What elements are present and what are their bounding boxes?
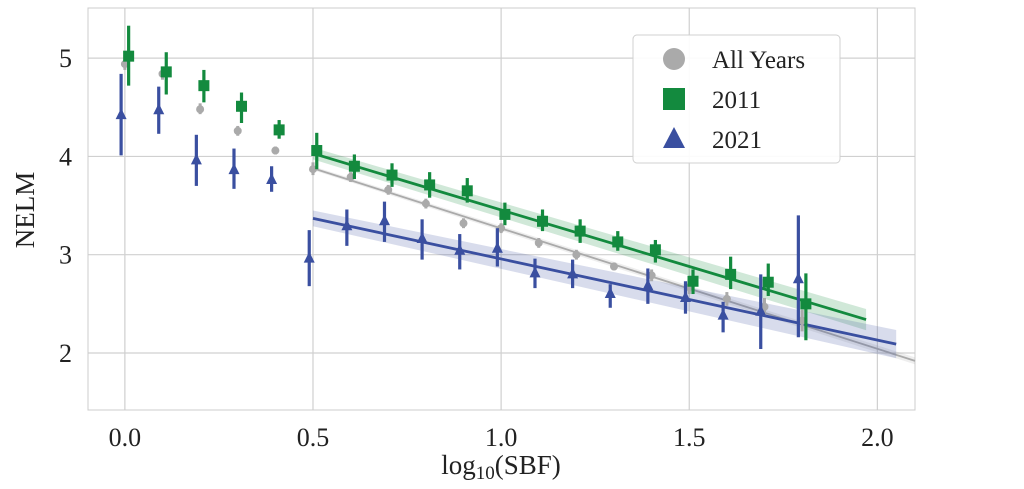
y-tick-label: 4	[59, 142, 72, 171]
data-point	[612, 236, 624, 248]
data-point	[537, 215, 549, 227]
data-point	[308, 165, 317, 174]
data-point	[115, 108, 127, 120]
regression-line	[312, 152, 867, 321]
legend-marker-square-icon	[663, 88, 685, 110]
data-point	[228, 163, 240, 175]
legend-box	[632, 34, 841, 164]
x-tick-label: 2.0	[861, 423, 894, 452]
y-axis-label: NELM	[10, 172, 40, 249]
data-point	[755, 304, 767, 316]
data-point	[499, 208, 511, 220]
x-tick-label: 0.5	[297, 423, 330, 452]
data-point	[534, 238, 543, 247]
x-axis-label: log10(SBF)	[441, 450, 561, 484]
legend-label: All Years	[712, 47, 805, 74]
confidence-band	[312, 147, 867, 331]
data-point	[348, 160, 360, 172]
data-point	[153, 103, 165, 115]
data-point	[604, 287, 616, 299]
data-point	[378, 214, 390, 226]
data-point	[679, 290, 691, 302]
data-points	[115, 25, 812, 350]
data-point	[341, 219, 353, 231]
data-point	[196, 105, 205, 114]
data-point	[198, 80, 210, 92]
confidence-band	[312, 210, 897, 359]
data-point	[762, 276, 774, 288]
data-point	[461, 185, 473, 197]
data-point	[491, 241, 503, 253]
data-point	[722, 294, 731, 303]
data-point	[647, 271, 656, 280]
data-point	[717, 308, 729, 320]
data-point	[687, 275, 699, 287]
data-point	[273, 124, 285, 136]
data-point	[236, 100, 248, 112]
data-point	[384, 185, 393, 194]
series-all-years	[120, 55, 807, 332]
data-point	[649, 244, 661, 256]
data-point	[123, 50, 135, 62]
y-tick-label: 3	[59, 241, 72, 270]
data-point	[160, 66, 172, 78]
data-point	[454, 243, 466, 255]
y-tick-label: 2	[59, 339, 72, 368]
data-point	[725, 268, 737, 280]
data-point	[266, 173, 278, 185]
data-point	[792, 272, 804, 284]
data-point	[424, 179, 436, 191]
x-tick-label: 1.5	[673, 423, 706, 452]
data-point	[271, 146, 280, 155]
series-2011	[123, 25, 812, 341]
legend-label: 2021	[712, 127, 762, 154]
legend-label: 2011	[712, 87, 761, 114]
data-point	[386, 169, 398, 181]
data-point	[233, 126, 242, 135]
data-point	[529, 266, 541, 278]
legend: All Years 2011 2021	[632, 34, 841, 164]
data-point	[574, 225, 586, 237]
x-tick-label: 1.0	[485, 423, 518, 452]
data-point	[120, 60, 129, 69]
x-tick-label: 0.0	[109, 423, 142, 452]
data-point	[642, 279, 654, 291]
data-point	[800, 298, 812, 310]
data-point	[416, 231, 428, 243]
data-point	[311, 145, 323, 157]
tick-labels: 0.0 0.5 1.0 1.5 2.0 2 3 4 5	[59, 44, 894, 452]
series-2021	[115, 73, 804, 350]
data-point	[567, 267, 579, 279]
y-tick-label: 5	[59, 44, 72, 73]
data-point	[421, 199, 430, 208]
data-point	[572, 250, 581, 259]
data-point	[609, 262, 618, 271]
legend-marker-circle-icon	[663, 48, 685, 70]
data-point	[346, 173, 355, 182]
plot-frame	[87, 7, 916, 411]
data-point	[190, 153, 202, 165]
data-point	[459, 219, 468, 228]
legend-marker-triangle-icon	[663, 127, 685, 148]
data-point	[497, 224, 506, 233]
data-point	[798, 316, 807, 325]
data-point	[303, 251, 315, 263]
regression-lines	[312, 147, 916, 365]
